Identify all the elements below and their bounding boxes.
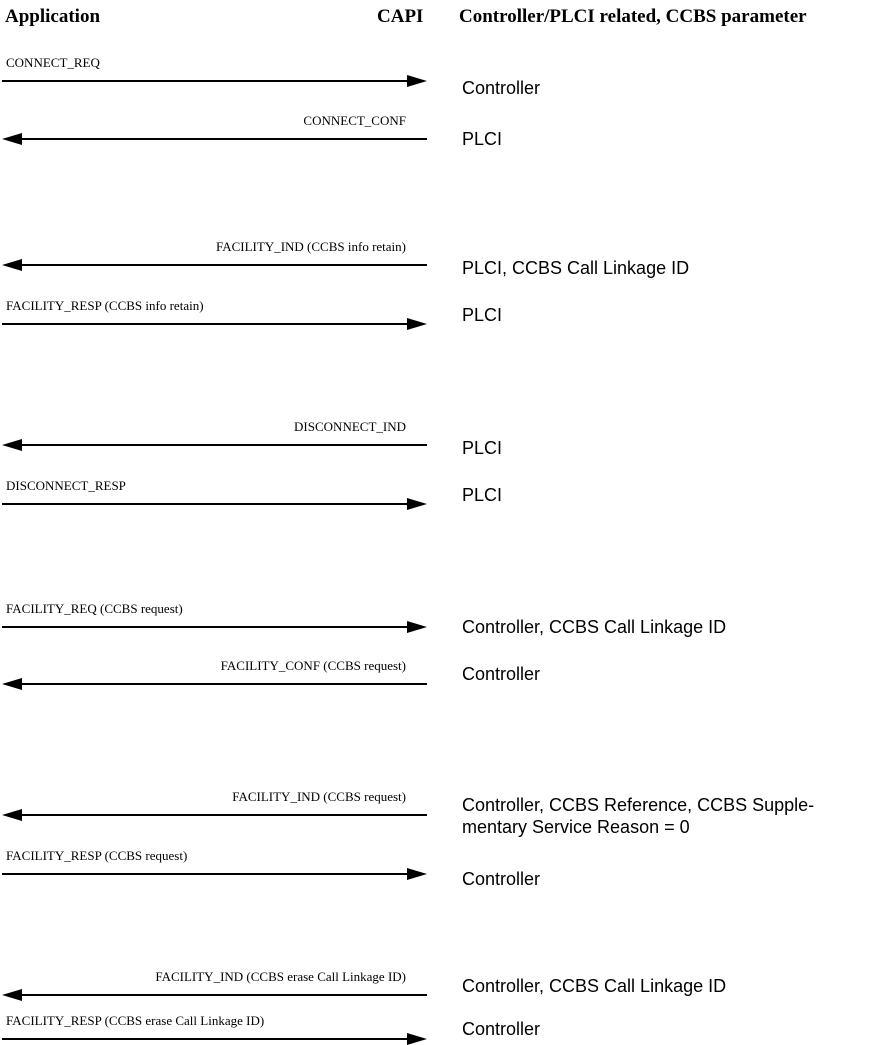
message-label: FACILITY_REQ (CCBS request)	[6, 601, 183, 616]
param-facility-ind-ccbs-request-line1: Controller, CCBS Reference, CCBS Supple-	[462, 795, 815, 815]
param-facility-ind-info-retain: PLCI, CCBS Call Linkage ID	[462, 258, 690, 278]
param-facility-ind-ccbs-request: Controller, CCBS Reference, CCBS Supple-…	[462, 794, 814, 838]
message-facility-req: FACILITY_REQ (CCBS request)	[2, 601, 427, 633]
param-connect-req: Controller	[462, 78, 541, 98]
param-facility-ind-ccbs-request-line2: mentary Service Reason = 0	[462, 817, 690, 837]
message-facility-resp-info-retain: FACILITY_RESP (CCBS info retain)	[2, 298, 427, 330]
param-disconnect-resp: PLCI	[462, 485, 503, 505]
message-disconnect-resp: DISCONNECT_RESP	[2, 478, 427, 510]
arrowhead-left	[2, 678, 22, 690]
message-label: FACILITY_CONF (CCBS request)	[221, 658, 406, 673]
arrowhead-right	[407, 318, 427, 330]
message-facility-resp-erase: FACILITY_RESP (CCBS erase Call Linkage I…	[2, 1013, 427, 1045]
arrowhead-right	[407, 621, 427, 633]
arrowhead-right	[407, 1033, 427, 1045]
param-facility-conf: Controller	[462, 664, 541, 684]
message-label: FACILITY_RESP (CCBS erase Call Linkage I…	[6, 1013, 264, 1028]
message-facility-conf: FACILITY_CONF (CCBS request)	[2, 658, 427, 690]
param-facility-req: Controller, CCBS Call Linkage ID	[462, 617, 727, 637]
message-facility-ind-ccbs-request: FACILITY_IND (CCBS request)	[2, 789, 427, 821]
message-label: CONNECT_REQ	[6, 55, 101, 70]
arrowhead-right	[407, 498, 427, 510]
message-connect-conf: CONNECT_CONF	[2, 113, 427, 145]
param-facility-resp-erase: Controller	[462, 1019, 541, 1039]
header-application: Application	[5, 6, 101, 27]
arrowhead-left	[2, 809, 22, 821]
header-capi: CAPI	[377, 6, 424, 27]
header-parameter: Controller/PLCI related, CCBS parameter	[459, 6, 807, 27]
message-label: FACILITY_IND (CCBS erase Call Linkage ID…	[155, 969, 406, 984]
message-label: FACILITY_RESP (CCBS request)	[6, 848, 187, 863]
message-label: FACILITY_IND (CCBS info retain)	[216, 239, 406, 254]
arrowhead-left	[2, 989, 22, 1001]
arrowhead-left	[2, 439, 22, 451]
arrowhead-left	[2, 133, 22, 145]
message-label: FACILITY_IND (CCBS request)	[232, 789, 406, 804]
arrowhead-right	[407, 75, 427, 87]
param-facility-ind-erase: Controller, CCBS Call Linkage ID	[462, 976, 727, 996]
message-connect-req: CONNECT_REQ	[2, 55, 427, 87]
arrowhead-left	[2, 259, 22, 271]
param-facility-resp-info-retain: PLCI	[462, 305, 503, 325]
arrowhead-right	[407, 868, 427, 880]
param-connect-conf: PLCI	[462, 129, 503, 149]
message-facility-resp-ccbs-request: FACILITY_RESP (CCBS request)	[2, 848, 427, 880]
message-facility-ind-erase: FACILITY_IND (CCBS erase Call Linkage ID…	[2, 969, 427, 1001]
message-label: DISCONNECT_IND	[294, 419, 406, 434]
message-label: CONNECT_CONF	[303, 113, 406, 128]
message-label: DISCONNECT_RESP	[6, 478, 126, 493]
param-disconnect-ind: PLCI	[462, 438, 503, 458]
message-facility-ind-info-retain: FACILITY_IND (CCBS info retain)	[2, 239, 427, 271]
message-label: FACILITY_RESP (CCBS info retain)	[6, 298, 204, 313]
param-facility-resp-ccbs-request: Controller	[462, 869, 541, 889]
message-disconnect-ind: DISCONNECT_IND	[2, 419, 427, 451]
